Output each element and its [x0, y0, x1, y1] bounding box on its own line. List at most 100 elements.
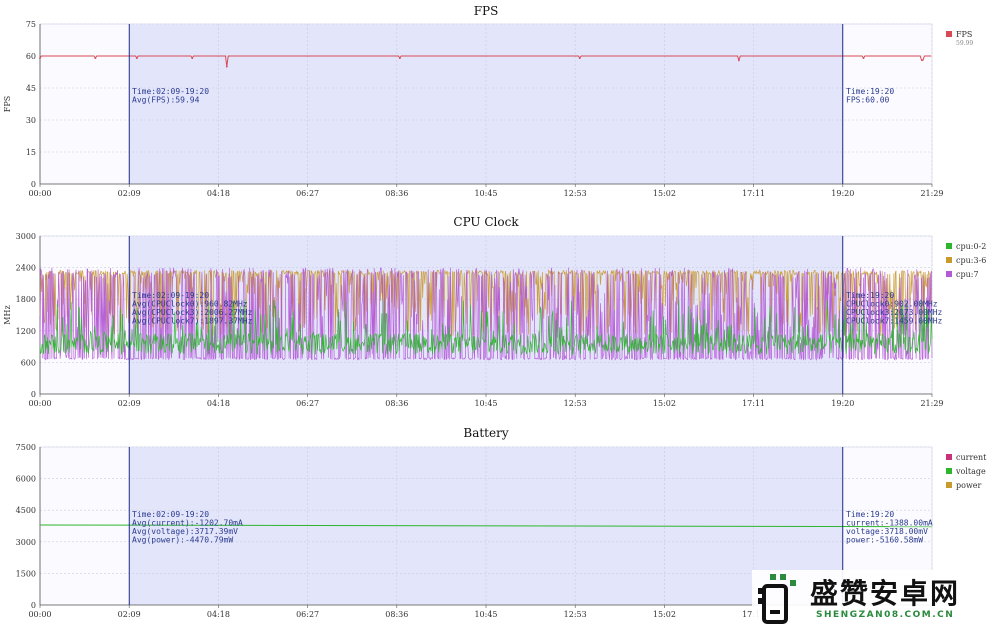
x-tick-label: 04:18 — [207, 399, 230, 408]
annotation-right-line: CPUClock3:2073.00MHz — [846, 308, 943, 317]
fps-dip-point — [578, 57, 581, 60]
fps-dip-point — [94, 57, 97, 60]
y-tick-label: 15 — [26, 148, 36, 157]
x-tick-label: 10:45 — [474, 399, 497, 408]
x-tick-label: 02:09 — [118, 399, 141, 408]
annotation-right-line: CPUClock0:902.00MHz — [846, 300, 938, 309]
x-tick-label: 21:29 — [920, 189, 943, 198]
annotation-left-line: Avg(voltage):3717.39mV — [132, 527, 238, 536]
x-tick-label: 19:20 — [831, 399, 854, 408]
annotation-right-line: Time:19:20 — [846, 510, 894, 519]
x-tick-label: 04:18 — [207, 610, 230, 619]
legend-entry: cpu:7 — [956, 270, 979, 279]
fps-dip-point — [862, 57, 865, 60]
x-tick-label: 04:18 — [207, 189, 230, 198]
annotation-right-line: current:-1388.00mA — [846, 519, 933, 528]
x-tick-label: 12:53 — [564, 399, 587, 408]
x-tick-label: 06:27 — [296, 610, 319, 619]
x-tick-label: 10:45 — [474, 189, 497, 198]
x-tick-label: 08:36 — [385, 399, 408, 408]
x-tick-label: 10:45 — [474, 610, 497, 619]
phone-logo-icon — [758, 574, 796, 624]
x-tick-label: 00:00 — [28, 610, 51, 619]
x-tick-label: 15:02 — [653, 399, 676, 408]
chart-panel-1: CPU Clock 0 600 1200 1800 2400 3000 00:00 02:09 0… — [3, 215, 986, 408]
voltage-series-line — [39, 524, 933, 528]
annotation-left-line: Avg(current):-1202.70mA — [132, 519, 243, 528]
x-tick-label: 12:53 — [564, 189, 587, 198]
x-tick-label: 06:27 — [296, 189, 319, 198]
annotation-right-line: Time:19:20 — [846, 87, 894, 96]
y-tick-label: 30 — [26, 116, 36, 125]
legend-entry: FPS — [956, 30, 972, 39]
chart-title: Battery — [463, 426, 508, 440]
annotation-left-line: Avg(power):-4470.79mW — [132, 536, 233, 545]
y-axis-label: FPS — [3, 96, 12, 112]
y-axis-label: MHz — [3, 305, 12, 324]
y-tick-label: 3000 — [16, 232, 36, 241]
annotation-left-line: Time:02:09-19:20 — [132, 510, 209, 519]
x-tick-label: 02:09 — [118, 610, 141, 619]
x-tick-label: 19:20 — [831, 189, 854, 198]
fps-dip-point — [191, 57, 194, 60]
legend-swatch — [946, 454, 952, 460]
fps-dip-point — [921, 59, 924, 62]
fps-dip-point — [225, 65, 228, 68]
y-tick-label: 4500 — [16, 506, 36, 515]
y-tick-label: 60 — [26, 52, 36, 61]
watermark-title: 盛赞安卓网 — [810, 577, 961, 610]
x-tick-label: 21:29 — [920, 399, 943, 408]
y-tick-label: 1200 — [16, 327, 36, 336]
x-tick-label: 08:36 — [385, 610, 408, 619]
legend-sub-value: 59.99 — [956, 40, 973, 47]
legend-swatch — [946, 468, 952, 474]
cpu-series-line-cpu-0-2 — [39, 299, 933, 356]
fps-dip-point — [135, 57, 138, 60]
annotation-left-line: Avg(CPUClock0):960.82MHz — [132, 300, 248, 309]
y-tick-label: 0 — [31, 390, 36, 399]
chart-title: FPS — [474, 4, 499, 18]
fps-series-line — [39, 55, 932, 67]
legend-swatch — [946, 482, 952, 488]
annotation-right-line: Time:19:20 — [846, 291, 894, 300]
legend-swatch — [946, 257, 952, 263]
y-tick-label: 7500 — [16, 443, 36, 452]
annotation-left-line: Time:02:09-19:20 — [132, 87, 209, 96]
fps-dip-point — [738, 59, 740, 62]
legend-swatch — [946, 243, 952, 249]
x-tick-label: 15:02 — [653, 610, 676, 619]
y-tick-label: 2400 — [16, 264, 36, 273]
y-tick-label: 6000 — [16, 475, 36, 484]
legend-entry: power — [956, 481, 982, 490]
y-tick-label: 3000 — [16, 538, 36, 547]
y-tick-label: 45 — [26, 84, 36, 93]
legend-entry: cpu:3-6 — [956, 256, 986, 265]
y-tick-label: 1500 — [16, 569, 36, 578]
chart-panel-0: FPS 0 15 30 45 60 75 00:00 02:09 04:18 06:27 08:36 1… — [3, 4, 973, 198]
chart-title: CPU Clock — [453, 215, 519, 229]
y-tick-label: 75 — [26, 20, 36, 29]
annotation-left-line: Avg(CPUClock7):1897.37MHz — [132, 317, 253, 326]
x-tick-label: 12:53 — [564, 610, 587, 619]
x-tick-label: 17:11 — [742, 189, 765, 198]
legend-entry: voltage — [955, 467, 986, 476]
legend-entry: current — [956, 453, 987, 462]
y-tick-label: 0 — [31, 601, 36, 610]
annotation-right-line: CPUClock7:1459.00MHz — [846, 317, 943, 326]
annotation-left-line: Time:02:09-19:20 — [132, 291, 209, 300]
legend-swatch — [946, 31, 952, 37]
x-tick-label: 15:02 — [653, 189, 676, 198]
annotation-right-line: voltage:3718.00mV — [846, 527, 928, 536]
x-tick-label: 02:09 — [118, 189, 141, 198]
legend-entry: cpu:0-2 — [956, 242, 986, 251]
annotation-right-line: FPS:60.00 — [846, 96, 890, 105]
x-tick-label: 06:27 — [296, 399, 319, 408]
x-tick-label: 00:00 — [28, 399, 51, 408]
watermark-subtitle: SHENGZAN08.COM.CN — [816, 610, 955, 620]
annotation-left-line: Avg(FPS):59.94 — [132, 96, 200, 105]
fps-dip-point — [398, 57, 401, 60]
y-tick-label: 600 — [21, 358, 36, 367]
y-tick-label: 0 — [31, 180, 36, 189]
x-tick-label: 08:36 — [385, 189, 408, 198]
